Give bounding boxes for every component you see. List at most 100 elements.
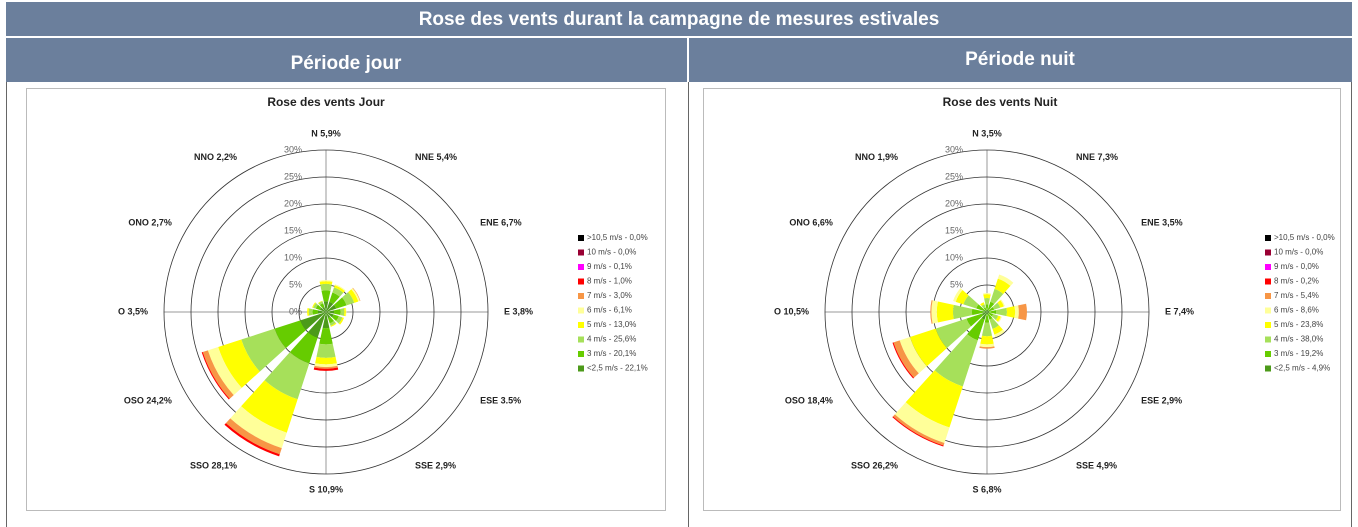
grid-ring [217,203,435,421]
wedge-segment [981,312,987,320]
wedge-segment [986,312,988,315]
wedge-segment [1018,303,1027,321]
direction-label: NNO 1,9% [855,152,898,162]
panel-heading: Période nuit [965,49,1075,70]
wedge-segment [329,292,340,304]
wedge-segment [342,292,355,306]
wedge-segment [985,304,989,310]
wedge-segment [330,322,337,327]
wedge-segment [340,308,345,316]
wedge-segment [982,311,987,313]
wedge-segment [983,293,991,295]
wedge-segment [314,363,338,368]
panel-heading-bg [6,38,687,82]
r-tick-label: 25% [945,171,963,181]
grid-ring [824,149,1150,475]
chart-title: Rose des vents Nuit [943,95,1058,109]
wedge-segment [312,302,316,308]
legend-swatch [578,278,584,285]
wedge-segment [930,300,933,324]
wedge-segment [909,328,947,367]
wedge-segment [322,312,330,329]
wedge-segment [967,318,985,341]
wedge-segment [202,350,234,399]
wedge-segment [315,356,337,365]
wedge-segment [320,283,332,291]
wedge-segment [230,406,287,449]
panel-heading: Période jour [291,53,402,74]
wedge-segment [892,342,914,379]
legend-label: 10 m/s - 0,0% [587,248,636,257]
legend-label: 3 m/s - 20,1% [587,349,636,358]
wedge-segment [224,423,280,457]
wedge-segment [313,302,318,309]
wedge-segment [988,306,995,312]
wedge-segment [984,297,990,305]
wedge-segment [980,335,994,345]
legend-label: <2,5 m/s - 4,9% [1274,364,1330,373]
legend-swatch [1265,264,1271,270]
wedge-segment [980,302,985,306]
legend-label: 8 m/s - 0,2% [1274,277,1319,286]
wedge-segment [936,301,954,323]
legend-swatch [1265,365,1271,372]
legend-swatch [578,249,584,256]
wedge-segment [983,309,987,312]
grid-ring [905,230,1069,394]
wedge-segment [326,312,334,318]
wedge-segment [345,307,347,317]
wedge-segment [981,322,993,337]
wedge-segment [984,314,990,323]
legend-swatch [1265,307,1271,314]
wedge-segment [979,343,995,348]
direction-label: O 10,5% [774,306,809,316]
legend-label: >10,5 m/s - 0,0% [1274,233,1335,242]
direction-label: SSE 2,9% [415,461,456,471]
wedge-segment [338,317,344,325]
wedge-segment [983,294,991,299]
legend-label: 9 m/s - 0,1% [587,262,632,271]
legend-label: 5 m/s - 23,8% [1274,320,1323,329]
wedge-segment [328,316,334,324]
legend-swatch [578,365,584,372]
wedge-segment [987,312,989,315]
wedge-segment [985,310,987,312]
legend-swatch [1265,351,1271,357]
legend-swatch [578,293,584,299]
wedge-segment [981,304,986,309]
r-tick-label: 0% [289,306,302,316]
legend-swatch [578,351,584,357]
wedge-segment [308,308,313,316]
wedge-segment [333,308,341,316]
direction-label: ENE 6,7% [480,217,522,227]
wedge-segment [952,304,973,320]
grid-ring [163,149,489,475]
direction-label: ESE 2,9% [1141,395,1182,405]
wedge-segment [955,289,969,305]
wedge-segment [1006,306,1016,318]
panel-heading-bg [689,38,1352,82]
r-tick-label: 5% [289,279,302,289]
page-title: Rose des vents durant la campagne de mes… [419,9,940,30]
wedge-segment [893,414,945,446]
legend-swatch [1265,293,1271,299]
wedge-segment [318,301,324,306]
legend-swatch [1265,249,1271,256]
wedge-segment [997,316,1002,323]
direction-label: OSO 18,4% [785,395,833,405]
wedge-segment [997,300,1004,308]
legend-label: 3 m/s - 19,2% [1274,349,1323,358]
wedge-segment [994,278,1011,294]
wedge-segment [241,380,298,433]
legend-swatch [578,336,584,343]
wedge-segment [326,312,331,319]
wedge-segment [312,309,319,315]
legend-label: 8 m/s - 1,0% [587,277,632,286]
wedge-segment [326,310,335,314]
legend-swatch [578,264,584,270]
wedge-segment [989,318,999,329]
wedge-segment [1014,305,1019,319]
wedge-segment [976,304,985,311]
